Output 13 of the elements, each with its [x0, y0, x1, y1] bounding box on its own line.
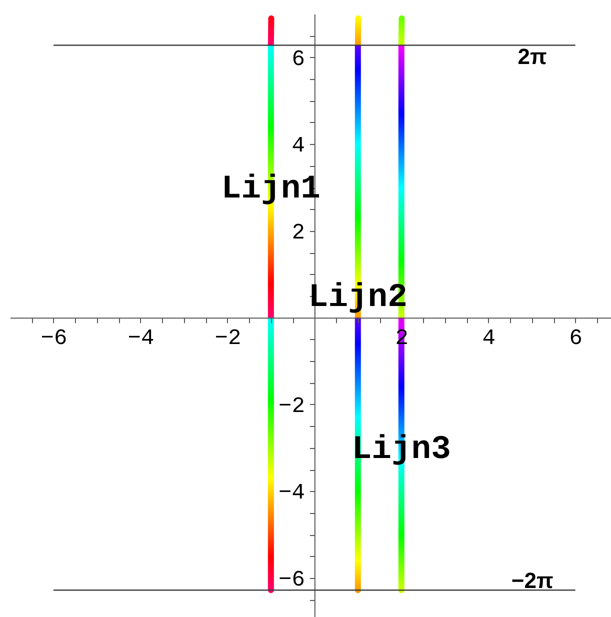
y-tick-label: 6: [292, 46, 305, 72]
x-tick-label: 4: [482, 326, 496, 352]
y-tick-label: −4: [278, 480, 305, 506]
x-tick-label: −2: [214, 326, 242, 352]
x-tick-label: 6: [569, 326, 582, 352]
y-tick-label: −2: [278, 394, 305, 419]
series-label: 2π: [518, 44, 548, 70]
series-label: −2π: [511, 568, 554, 594]
x-tick-label: −4: [128, 326, 154, 352]
y-tick-label: 2: [292, 220, 305, 246]
x-tick-label: −6: [40, 326, 68, 352]
y-tick-label: 4: [292, 134, 305, 159]
y-tick-label: −6: [278, 567, 305, 592]
